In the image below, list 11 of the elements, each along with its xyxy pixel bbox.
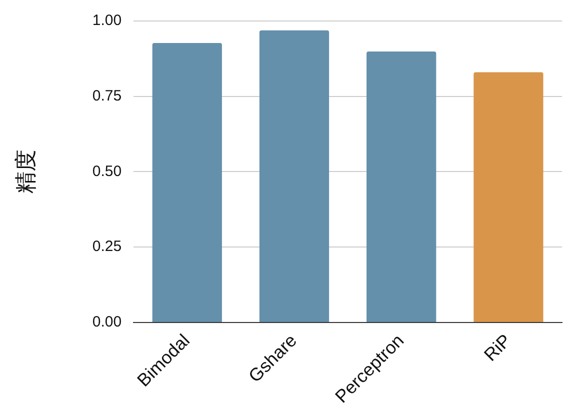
y-tick-label: 0.00	[92, 314, 122, 331]
x-tick-label: RiP	[480, 330, 515, 365]
bar	[152, 43, 222, 322]
y-tick-label: 1.00	[92, 12, 122, 30]
y-axis-title: 精度	[14, 150, 39, 194]
bar	[366, 51, 436, 322]
y-tick-label: 0.75	[92, 88, 122, 105]
bar	[474, 72, 544, 322]
y-tick-label: 0.50	[92, 162, 122, 180]
y-tick-label: 0.25	[92, 238, 122, 256]
bar	[259, 30, 330, 322]
